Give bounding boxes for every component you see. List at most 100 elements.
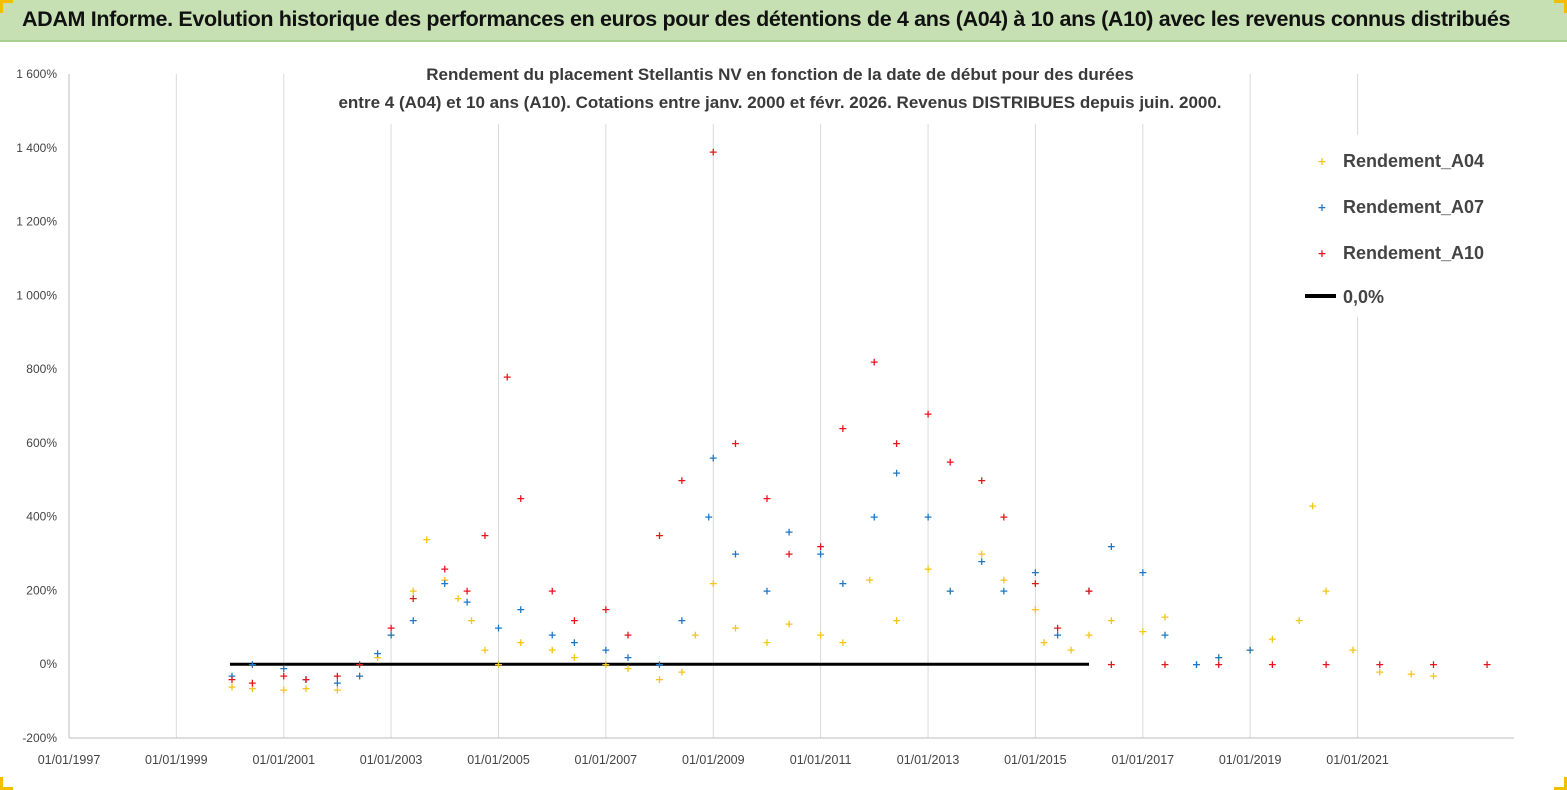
data-point: + [601, 643, 610, 656]
data-point: + [1214, 651, 1223, 664]
data-point: + [516, 492, 525, 505]
data-point: + [731, 548, 740, 561]
data-point: + [999, 511, 1008, 524]
data-point: + [892, 437, 901, 450]
y-axis: -200% 0% 200% 400% 600% 800% 1 000% 1 200% 1 400… [16, 67, 70, 745]
x-tick-label: 01/01/2013 [897, 753, 960, 767]
x-axis: 01/01/1997 01/01/1999 01/01/2001 01/01/2003… [38, 737, 1514, 767]
y-tick-label: 1 000% [16, 288, 57, 302]
data-point: + [709, 452, 718, 465]
data-point: + [1107, 540, 1116, 553]
data-point: + [1084, 584, 1093, 597]
data-point: + [1322, 584, 1331, 597]
data-point: + [1039, 636, 1048, 649]
data-point: + [892, 614, 901, 627]
y-tick-label: 0% [40, 657, 58, 671]
legend-marker: + [1317, 201, 1326, 214]
legend-label: Rendement_A04 [1343, 151, 1484, 171]
x-tick-label: 01/01/2019 [1219, 753, 1282, 767]
data-point: + [462, 584, 471, 597]
x-tick-label: 01/01/2003 [360, 753, 423, 767]
data-point: + [386, 629, 395, 642]
data-point: + [1084, 629, 1093, 642]
series-rendement_a04: + + + + + + + + + + + + + + + + + + + + + + + + + + + + + + + + + + + + + + + +… [227, 500, 1438, 697]
data-point: + [355, 669, 364, 682]
y-tick-label: 600% [26, 436, 57, 450]
x-tick-label: 01/01/2011 [790, 753, 852, 767]
legend-background [1290, 135, 1505, 317]
data-point: + [248, 677, 257, 690]
data-point: + [1107, 614, 1116, 627]
data-point: + [440, 562, 449, 575]
data-point: + [301, 682, 310, 695]
data-point: + [1322, 658, 1331, 671]
data-point: + [227, 669, 236, 682]
data-point: + [386, 629, 395, 642]
legend-marker: + [1317, 247, 1326, 260]
data-point: + [548, 584, 557, 597]
data-point: + [601, 658, 610, 671]
data-point: + [762, 492, 771, 505]
data-point: + [227, 673, 236, 686]
data-point: + [333, 683, 342, 696]
data-point: + [1375, 658, 1384, 671]
data-point: + [731, 437, 740, 450]
data-point: + [655, 673, 664, 686]
data-point: + [409, 584, 418, 597]
data-point: + [838, 636, 847, 649]
data-point: + [279, 669, 288, 682]
data-point: + [1348, 643, 1357, 656]
legend-marker: + [1317, 155, 1326, 168]
data-point: + [1160, 658, 1169, 671]
data-point: + [1268, 632, 1277, 645]
data-point: + [227, 680, 236, 693]
data-point: + [999, 584, 1008, 597]
data-point: + [494, 658, 503, 671]
data-point: + [1053, 621, 1062, 634]
data-series: + + + + + + + + + + + + + + + + + + + + + + + + + + + + + + + + + + + + + + + +… [227, 145, 1491, 696]
data-point: + [977, 548, 986, 561]
data-point: + [623, 662, 632, 675]
chart-title-line-1: Rendement du placement Stellantis NV en … [426, 65, 1134, 84]
data-point: + [677, 474, 686, 487]
data-point: + [467, 614, 476, 627]
x-tick-label: 01/01/2007 [575, 753, 638, 767]
data-point: + [816, 540, 825, 553]
data-point: + [301, 673, 310, 686]
data-point: + [1031, 577, 1040, 590]
data-point: + [548, 629, 557, 642]
legend-label: Rendement_A07 [1343, 197, 1484, 217]
data-point: + [999, 573, 1008, 586]
legend-label: 0,0% [1343, 287, 1384, 307]
data-point: + [923, 562, 932, 575]
y-tick-label: 800% [26, 362, 57, 376]
data-point: + [1084, 584, 1093, 597]
data-point: + [1407, 667, 1416, 680]
chart-title-line-2: entre 4 (A04) et 10 ans (A10). Cotations… [338, 93, 1221, 112]
banner-title: ADAM Informe. Evolution historique des p… [22, 7, 1511, 31]
data-point: + [762, 636, 771, 649]
data-point: + [838, 577, 847, 590]
data-point: + [570, 614, 579, 627]
corner-marker-top-left [0, 0, 13, 13]
series-rendement_a10: + + + + + + + + + + + + + + + + + + + + + + + + + + + + + + + + + + + + + + + +… [227, 145, 1491, 689]
corner-marker-bottom-left [0, 777, 13, 790]
data-point: + [1429, 669, 1438, 682]
y-tick-label: 1 600% [16, 67, 57, 81]
data-point: + [1160, 629, 1169, 642]
data-point: + [816, 548, 825, 561]
corner-marker-top-right [1554, 0, 1567, 13]
data-point: + [462, 596, 471, 609]
data-point: + [623, 629, 632, 642]
data-point: + [838, 422, 847, 435]
data-point: + [704, 511, 713, 524]
data-point: + [373, 651, 382, 664]
data-point: + [1246, 643, 1255, 656]
data-point: + [731, 621, 740, 634]
data-point: + [333, 677, 342, 690]
data-point: + [785, 548, 794, 561]
y-tick-label: 400% [26, 510, 57, 524]
data-point: + [946, 455, 955, 468]
data-point: + [1295, 614, 1304, 627]
data-point: + [691, 629, 700, 642]
